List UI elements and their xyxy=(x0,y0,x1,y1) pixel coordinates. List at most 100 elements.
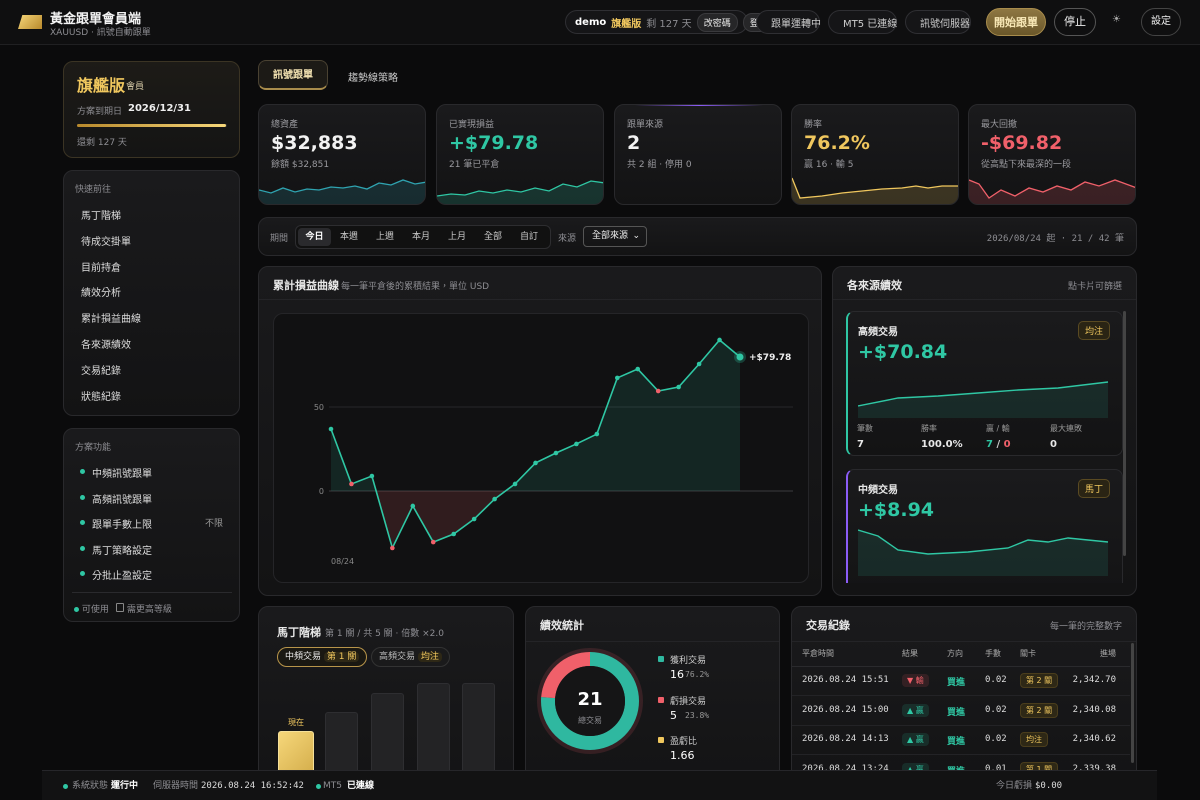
pnl-chart: 0 50 08/24 +$79.78 xyxy=(314,337,793,566)
nav-item[interactable]: 各來源績效 xyxy=(81,340,131,351)
period[interactable]: 上週 xyxy=(375,232,394,242)
plan-card: 旗艦版 會員 方案到期日 2026/12/31 還剩 127 天 xyxy=(63,61,240,158)
sparkline xyxy=(437,180,603,204)
subtitle: 第 1 關 / 共 5 關 · 倍數 ×2.0 xyxy=(325,629,444,639)
summary: 2026/08/24 起 · 21 / 42 筆 xyxy=(986,234,1124,244)
accent-line xyxy=(635,105,763,106)
sparkline xyxy=(858,381,1109,418)
point xyxy=(430,539,436,545)
tab-active[interactable]: 訊號跟單 xyxy=(258,60,328,90)
point xyxy=(369,473,375,479)
point xyxy=(655,388,661,394)
y-tick-label: 50 xyxy=(314,403,324,412)
legend-value: 16 xyxy=(670,668,684,681)
status-text: 跟單運轉中 xyxy=(771,18,821,30)
cell-mono: 0.02 xyxy=(985,675,1007,685)
chart-subtitle: 每一筆平倉後的累積結果，單位 USD xyxy=(341,282,490,292)
nav-item[interactable]: 待成交掛單 xyxy=(81,236,131,248)
plot-panel xyxy=(273,313,809,583)
tab[interactable]: 趨勢線策略 xyxy=(348,73,398,84)
status-pill: 跟單運轉中 xyxy=(756,10,821,34)
period-active[interactable]: 今日 xyxy=(298,228,331,246)
time: 2026.08.24 16:52:42 xyxy=(201,781,304,791)
status-text: MT5 已連線 xyxy=(843,18,898,30)
loss: $0.00 xyxy=(1035,781,1063,791)
settings-button[interactable]: 設定 xyxy=(1141,8,1181,36)
legend-pct: 76.2% xyxy=(685,670,710,679)
nav-item[interactable]: 目前持倉 xyxy=(81,262,121,274)
sparkline-area xyxy=(969,180,1135,204)
feature-label: 高頻訊號跟單 xyxy=(92,494,152,506)
current-label: 現在 xyxy=(288,718,304,727)
losses: 0 xyxy=(1003,439,1011,450)
source-select[interactable]: 全部來源 ⌄ xyxy=(583,226,647,247)
period[interactable]: 本月 xyxy=(411,232,430,242)
source-card[interactable]: 中頻交易 馬丁 +$8.94 xyxy=(846,469,1123,583)
available-dot xyxy=(80,494,85,500)
row-divider xyxy=(792,754,1130,755)
cell-mono: 2,340.62 xyxy=(1072,734,1116,744)
row-divider xyxy=(792,695,1130,696)
cell-mono: 2026.08.24 13:24 xyxy=(802,763,889,774)
chevron: ⌄ xyxy=(632,231,640,241)
point xyxy=(492,496,497,502)
legend-label: 虧損交易 xyxy=(670,696,707,707)
sparkline-line xyxy=(259,179,425,194)
stop-button[interactable]: 停止 xyxy=(1054,8,1096,36)
pill[interactable]: 高頻交易 均注 xyxy=(371,647,450,667)
feature-label: 跟單手數上限 xyxy=(92,520,152,531)
source-pnl: +$70.84 xyxy=(858,341,948,363)
start-button[interactable]: 開始跟單 xyxy=(986,8,1046,36)
cell-mono: 2026.08.24 14:13 xyxy=(802,734,889,744)
point xyxy=(574,441,579,447)
period[interactable]: 本週 xyxy=(339,232,358,242)
column-header: 進場 xyxy=(1100,649,1116,658)
point xyxy=(676,384,681,390)
legend-swatch xyxy=(658,696,664,703)
cell-mono: 2,342.70 xyxy=(1072,675,1116,685)
app-subtitle: XAUUSD · 訊號自動跟單 xyxy=(50,28,151,38)
kpi-sub: 從高點下來最深的一段 xyxy=(981,160,1072,170)
theme-toggle[interactable]: ☀ xyxy=(1112,14,1121,25)
expiry-label: 方案到期日 xyxy=(77,107,123,117)
dot xyxy=(74,607,79,612)
period[interactable]: 自訂 xyxy=(519,232,538,242)
source-card[interactable]: 高頻交易 均注 +$70.84 筆數 7 勝率 100.0% 贏 / 輸 7 / 0 最大連敗 0 xyxy=(846,311,1123,456)
nav-item[interactable]: 狀態紀錄 xyxy=(81,391,121,403)
available-dot xyxy=(80,520,85,525)
period[interactable]: 全部 xyxy=(483,232,502,242)
y-tick-label: 0 xyxy=(319,487,324,496)
plan-name: 旗艦版 xyxy=(77,76,126,95)
stat-label: 最大連敗 xyxy=(1050,424,1082,433)
header-divider xyxy=(792,666,1130,667)
end-label: +$79.78 xyxy=(749,353,791,363)
account-pill: demo 旗艦版 剩 127 天 改密碼 登出 xyxy=(565,10,775,34)
logo xyxy=(18,15,42,29)
cell-mono: 0.02 xyxy=(985,734,1007,744)
row-divider xyxy=(792,724,1130,726)
legend-label: 獲利交易 xyxy=(670,656,707,666)
tag: 均注 xyxy=(417,652,442,662)
direction: 買進 xyxy=(947,678,966,688)
pill-active[interactable]: 中頻交易 第 1 關 xyxy=(277,647,368,667)
period[interactable]: 上月 xyxy=(447,232,466,242)
nav-item[interactable]: 績效分析 xyxy=(81,288,121,300)
sources-card: 各來源績效 點卡片可篩選 高頻交易 均注 +$70.84 筆數 7 勝率 100.0% 贏 /… xyxy=(832,266,1137,596)
nav-item[interactable]: 交易紀錄 xyxy=(81,365,121,377)
stat-label: 筆數 xyxy=(857,424,873,433)
divider xyxy=(72,592,232,593)
kpi-value: +$79.78 xyxy=(449,132,539,154)
donut-loss xyxy=(541,652,639,750)
kpi-label: 跟單來源 xyxy=(627,120,664,130)
nav-item[interactable]: 馬丁階梯 xyxy=(81,211,121,222)
donut-label: 總交易 xyxy=(578,716,602,725)
point xyxy=(696,361,702,367)
feature-label: 馬丁策略設定 xyxy=(92,545,152,557)
sparkline-line xyxy=(858,381,1109,407)
source-pnl: +$8.94 xyxy=(858,499,935,521)
nav-item[interactable]: 累計損益曲線 xyxy=(81,314,141,326)
source-label: 來源 xyxy=(558,234,577,244)
change-password[interactable]: 改密碼 xyxy=(696,12,738,32)
sparkline-line xyxy=(969,179,1135,199)
direction: 買進 xyxy=(947,707,966,718)
